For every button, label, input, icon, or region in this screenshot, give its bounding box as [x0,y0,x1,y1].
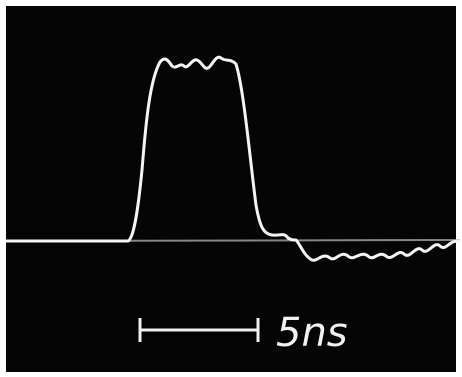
oscilloscope-photo: 5ns [0,0,462,377]
scale-label: 5ns [276,310,348,356]
